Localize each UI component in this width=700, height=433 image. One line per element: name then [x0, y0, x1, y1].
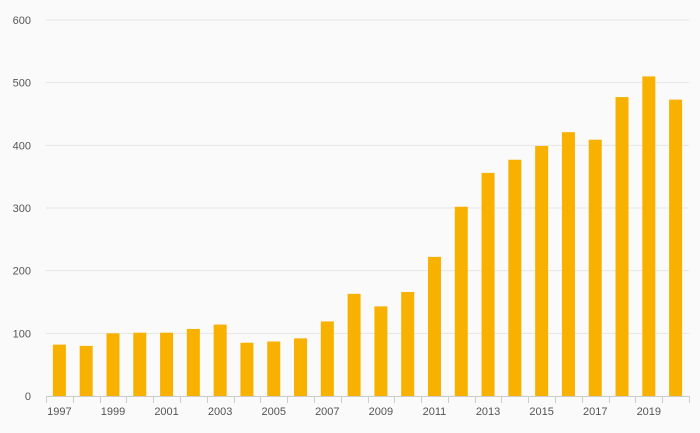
- bar-2004[interactable]: [240, 342, 254, 396]
- bar-2001[interactable]: [160, 332, 174, 396]
- bar-2011[interactable]: [427, 256, 441, 396]
- bars: [52, 76, 683, 397]
- y-tick-label: 0: [25, 391, 31, 403]
- y-tick-label: 200: [13, 266, 31, 278]
- x-tick-label: 1997: [47, 406, 71, 418]
- x-tick-label: 2007: [315, 406, 339, 418]
- bar-1999[interactable]: [106, 333, 120, 396]
- y-tick-label: 600: [13, 15, 31, 27]
- x-tick-label: 2013: [476, 406, 500, 418]
- x-tick-label: 2001: [154, 406, 178, 418]
- bar-2005[interactable]: [267, 341, 281, 396]
- bar-2002[interactable]: [186, 328, 200, 396]
- y-tick-label: 400: [13, 140, 31, 152]
- x-tick-label: 2011: [423, 406, 447, 418]
- bar-2017[interactable]: [588, 139, 602, 396]
- bar-2003[interactable]: [213, 324, 227, 396]
- y-tick-label: 100: [13, 328, 31, 340]
- bar-2018[interactable]: [615, 97, 629, 396]
- bar-2012[interactable]: [454, 206, 468, 396]
- bar-1997[interactable]: [52, 344, 66, 396]
- bar-2006[interactable]: [294, 338, 308, 396]
- y-tick-label: 300: [13, 203, 31, 215]
- x-axis: [46, 396, 690, 403]
- bar-2000[interactable]: [133, 332, 147, 396]
- bar-2013[interactable]: [481, 172, 495, 396]
- bar-2020[interactable]: [669, 99, 683, 396]
- y-tick-label: 500: [13, 78, 31, 90]
- bar-2008[interactable]: [347, 293, 361, 396]
- bar-2014[interactable]: [508, 159, 522, 396]
- bar-2019[interactable]: [642, 76, 656, 397]
- x-tick-label: 2003: [208, 406, 232, 418]
- x-tick-label: 2017: [583, 406, 607, 418]
- x-tick-label: 2019: [637, 406, 661, 418]
- x-tick-label: 2015: [529, 406, 553, 418]
- bar-2015[interactable]: [535, 145, 549, 396]
- x-axis-tick-labels: 1997 1999 2001 2003 2005 2007 2009 2011 2013 2015…: [47, 406, 661, 418]
- bar-2010[interactable]: [401, 291, 415, 396]
- x-tick-label: 2009: [369, 406, 393, 418]
- bar-2007[interactable]: [320, 321, 334, 396]
- x-tick-label: 2005: [261, 406, 285, 418]
- bar-1998[interactable]: [79, 345, 93, 396]
- bar-2009[interactable]: [374, 306, 388, 396]
- bar-2016[interactable]: [561, 132, 575, 396]
- gridlines: [46, 19, 689, 334]
- x-tick-label: 1999: [101, 406, 125, 418]
- y-axis-tick-labels: 0 100 200 300 400 500 600: [13, 15, 31, 403]
